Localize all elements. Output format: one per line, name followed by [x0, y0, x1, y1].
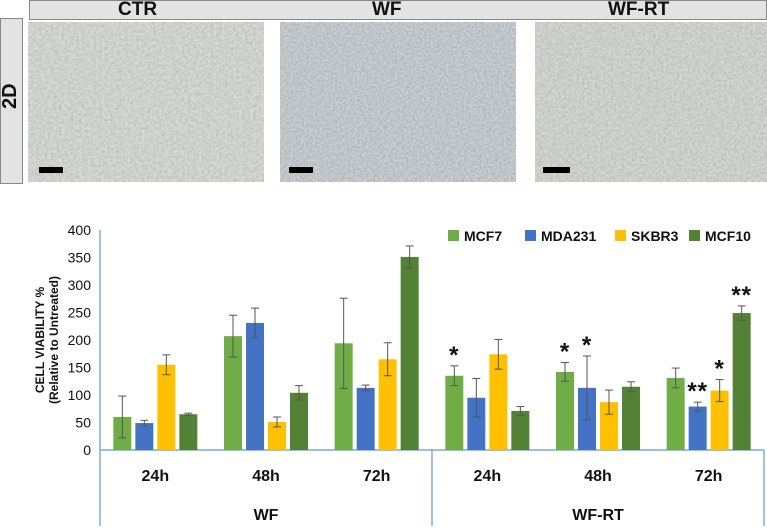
legend-label-mcf10: MCF10 [705, 228, 751, 244]
row-label: 2D [0, 83, 21, 109]
y-tick-label: 400 [68, 222, 92, 238]
bar-mcf10 [290, 392, 308, 450]
y-axis-sublabel: (Relative to Untreated) [47, 276, 61, 404]
bar-mda231 [135, 423, 154, 450]
bar-mcf10 [179, 414, 198, 450]
bar-skbr3 [378, 359, 397, 450]
group-label: WF-RT [572, 507, 624, 524]
legend-label-mcf7: MCF7 [464, 228, 502, 244]
bar-mcf10 [732, 313, 751, 450]
significance-mark: * [582, 332, 592, 359]
bar-mcf10 [400, 256, 419, 450]
legend-swatch-skbr3 [615, 230, 626, 241]
micrograph-wf [280, 22, 516, 182]
panel-label-wf-rt: WF-RT [608, 0, 670, 20]
bar-mcf7 [666, 377, 685, 450]
cell-viability-chart: CELL VIABILITY % (Relative to Untreated) 0… [33, 222, 765, 526]
y-tick-label: 100 [68, 387, 92, 403]
x-tick-label: 24h [142, 468, 170, 485]
significance-mark: * [449, 342, 459, 369]
bar-skbr3 [600, 402, 618, 450]
x-tick-label: 24h [474, 468, 502, 485]
x-tick-label: 72h [695, 468, 723, 485]
x-tick-label: 48h [584, 468, 612, 485]
legend-swatch-mda231 [525, 230, 536, 241]
group-label: WF [254, 507, 279, 524]
bar-mcf10 [511, 410, 530, 450]
bar-mcf7 [224, 336, 242, 450]
bar-skbr3 [710, 390, 729, 450]
x-tick-label: 72h [363, 468, 391, 485]
scale-bar-wf-rt [543, 167, 570, 173]
bar-skbr3 [489, 354, 508, 450]
bar-mcf7 [556, 371, 574, 450]
bar-mda231 [467, 397, 486, 450]
legend-label-mda231: MDA231 [541, 228, 596, 244]
significance-mark: ** [687, 378, 708, 405]
bar-skbr3 [268, 421, 286, 450]
significance-mark: * [714, 356, 724, 383]
bar-mda231 [688, 406, 707, 450]
row-label-box: 2D [0, 18, 23, 184]
bar-mcf10 [622, 386, 640, 450]
y-axis-label: CELL VIABILITY % [33, 287, 47, 394]
significance-mark: * [560, 339, 570, 366]
legend-swatch-mcf7 [448, 230, 459, 241]
legend-label-skbr3: SKBR3 [631, 228, 679, 244]
bar-mda231 [356, 387, 375, 450]
y-tick-label: 50 [75, 415, 91, 431]
panel-label-ctr: CTR [118, 0, 158, 20]
significance-mark: ** [731, 282, 752, 309]
bar-mcf7 [334, 343, 353, 450]
y-tick-label: 250 [68, 305, 92, 321]
panel-label-wf: WF [372, 0, 402, 20]
scale-bar-wf [289, 167, 313, 173]
bar-mcf7 [445, 375, 464, 450]
bar-skbr3 [157, 364, 176, 450]
legend-swatch-mcf10 [689, 230, 700, 241]
x-tick-label: 48h [252, 468, 280, 485]
scale-bar-ctr [39, 167, 63, 173]
y-tick-label: 0 [83, 442, 91, 458]
micrograph-wf-rt [535, 22, 767, 182]
bar-mda231 [246, 322, 264, 450]
micrograph-ctr [28, 22, 264, 182]
y-tick-label: 350 [68, 250, 92, 266]
y-tick-label: 200 [68, 332, 92, 348]
y-tick-label: 150 [68, 360, 92, 376]
y-tick-label: 300 [68, 277, 92, 293]
